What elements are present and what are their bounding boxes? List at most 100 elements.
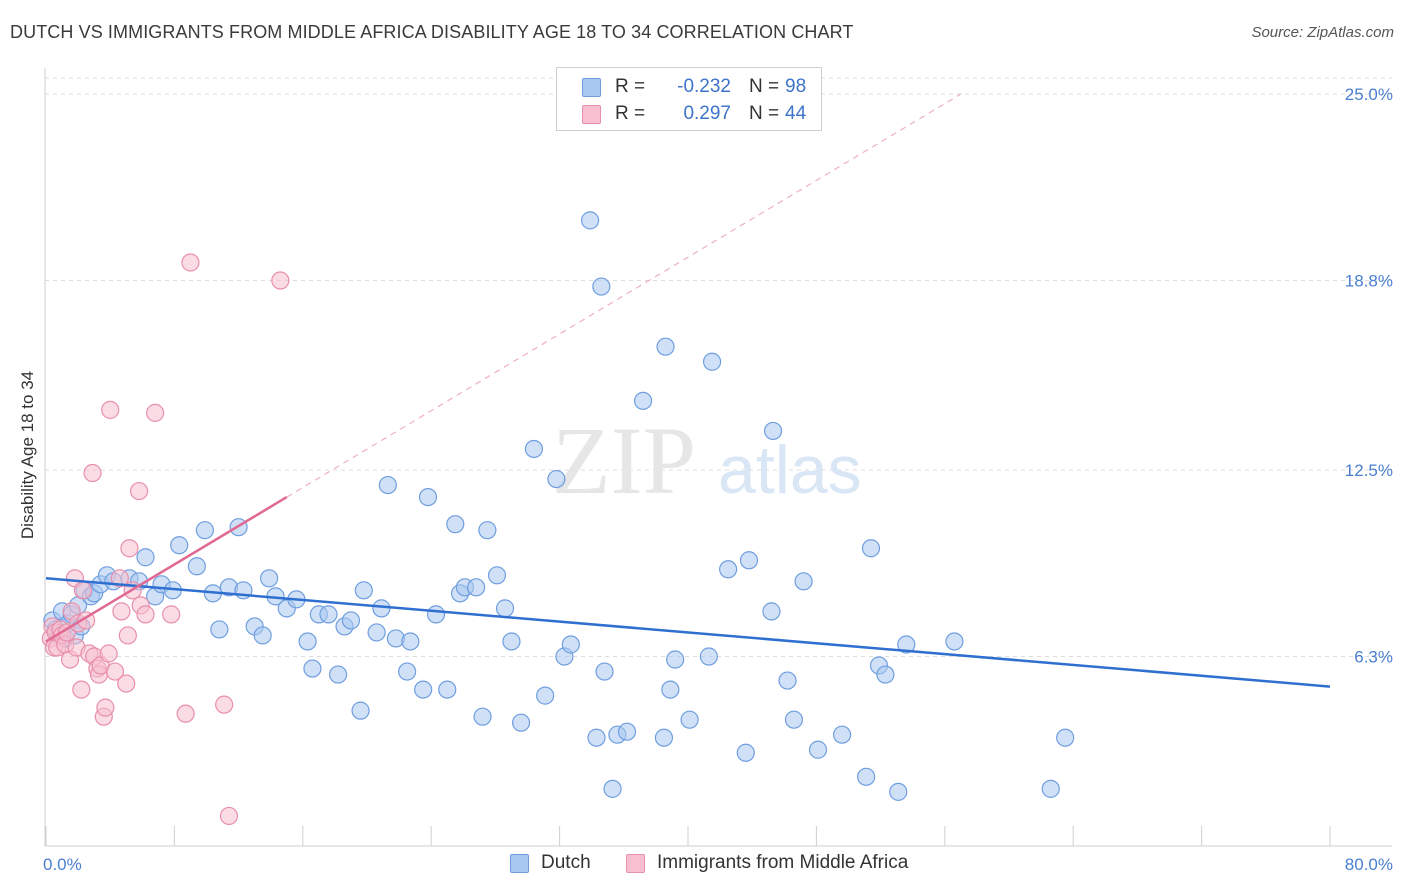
data-point [176,704,195,723]
data-point [271,271,290,290]
legend-row-dutch: R = -0.232 N = 98 [582,75,806,99]
data-point [253,626,272,645]
trend-lines [45,93,1331,688]
data-point [478,521,497,540]
data-point [136,605,155,624]
series-label-dutch: Dutch [541,852,591,873]
data-point [763,421,783,441]
data-point [398,662,417,681]
series-immigrants [41,253,290,826]
data-point [341,611,361,630]
legend-n-value: 44 [785,103,807,124]
data-point [654,728,674,747]
data-point [784,710,804,729]
watermark-zip: ZIP [552,407,696,514]
correlation-legend: R = -0.232 N = 98 R = 0.297 N = 44 [556,67,822,131]
data-point [889,782,908,801]
data-point [219,806,239,826]
data-point [524,439,544,459]
data-point [118,626,137,645]
data-point [794,572,813,591]
series-label-immigrants: Immigrants from Middle Africa [657,852,909,873]
series-legend-dutch: Dutch [510,852,591,874]
data-point [414,680,433,699]
legend-n-label: N = [749,76,780,97]
data-point [876,665,895,684]
data-point [72,680,91,699]
data-point [101,400,120,419]
legend-swatch-immigrants [582,104,601,124]
series-legend: Dutch Immigrants from Middle Africa [0,852,1406,878]
data-point [561,635,580,654]
data-point [661,680,680,699]
data-point [547,469,566,489]
y-tick-label: 25.0% [1345,85,1393,104]
data-point [99,644,118,663]
data-point [215,695,234,714]
data-point [832,725,852,744]
y-tick-label: 18.8% [1345,272,1393,291]
data-point [112,602,131,621]
data-point [702,352,722,371]
data-point [595,662,614,681]
data-point [210,620,229,639]
data-point [587,728,606,747]
data-point [351,701,370,720]
data-point [146,403,165,422]
data-point [656,337,675,356]
legend-swatch-dutch [582,77,601,97]
data-point [117,674,136,693]
data-point [401,632,420,651]
trend-line-0 [45,577,1331,688]
source-label: Source: ZipAtlas.com [1251,24,1394,41]
legend-r-value: 0.297 [683,103,731,124]
data-point [446,515,465,534]
data-point [367,623,386,642]
data-point [511,713,531,732]
data-point [372,599,391,618]
tick-labels: 6.3% 12.5% 18.8% 25.0% 0.0% 80.0% [43,85,1393,874]
data-point [536,686,555,705]
data-point [699,647,718,666]
data-point [187,557,206,576]
data-point [580,211,600,230]
data-point [195,521,214,540]
series-swatch-dutch [510,853,529,873]
chart-title: DUTCH VS IMMIGRANTS FROM MIDDLE AFRICA D… [10,22,854,42]
data-point [897,635,916,654]
data-point [857,767,876,786]
legend-r-value: -0.232 [677,76,731,97]
trend-extension-1 [286,93,962,498]
y-axis-label: Disability Age 18 to 34 [18,371,37,539]
data-point [617,722,637,741]
legend-r-label: R = [615,76,646,97]
data-point [666,650,685,669]
data-point [426,605,446,624]
data-point [259,569,279,588]
data-point [467,578,486,597]
data-point [110,569,129,588]
data-point [438,680,457,699]
data-point [633,391,653,410]
data-point [603,779,622,798]
data-point [808,740,828,759]
data-point [487,566,507,585]
data-point [105,662,125,681]
series-dutch [43,211,1075,801]
series-swatch-immigrants [626,853,645,873]
data-point [418,487,438,507]
data-point [1056,728,1075,747]
data-point [592,277,611,296]
axes [44,68,1392,847]
data-point [181,253,200,272]
data-point [329,665,348,684]
trend-line-1 [45,496,288,643]
y-tick-label: 12.5% [1345,461,1393,480]
legend-r-label: R = [615,103,646,124]
data-point [736,743,755,762]
data-point [83,463,102,483]
data-point [73,581,93,600]
data-point [129,481,149,501]
data-point [298,632,317,651]
